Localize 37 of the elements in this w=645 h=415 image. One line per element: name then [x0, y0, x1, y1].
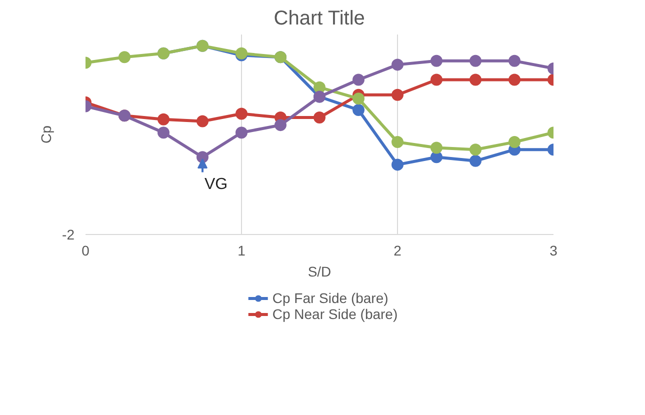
point: [392, 88, 404, 101]
point: [352, 92, 364, 105]
legend-label: Cp Far Side (bare): [272, 290, 388, 306]
point: [430, 54, 442, 67]
x-tick-label: 3: [550, 242, 558, 258]
x-tick-label: 1: [238, 242, 246, 258]
x-tick-label: 0: [82, 242, 90, 258]
x-axis-title: S/D: [308, 264, 332, 280]
point: [118, 51, 130, 64]
point: [196, 115, 208, 128]
point: [430, 142, 442, 154]
point: [158, 113, 170, 126]
point: [392, 136, 404, 148]
point: [392, 58, 404, 71]
point: [470, 74, 482, 86]
text: -2: [62, 226, 75, 242]
point: [508, 74, 520, 86]
point: [508, 54, 520, 67]
point: [430, 74, 442, 86]
point: [392, 158, 404, 171]
point: [158, 126, 170, 139]
annotation: VG: [204, 176, 228, 194]
point: [236, 108, 248, 120]
point: [314, 112, 326, 124]
point: [274, 119, 286, 132]
point: [352, 74, 364, 86]
legend-label: Cp Near Side (bare): [272, 306, 398, 322]
point: [236, 126, 248, 139]
point: [196, 151, 208, 164]
point: [470, 54, 482, 67]
y-axis-title: Cp: [38, 125, 54, 144]
chart-title: Chart Title: [274, 8, 365, 30]
point: [470, 154, 482, 167]
x-tick-label: 2: [394, 242, 402, 258]
point: [508, 136, 520, 148]
point: [470, 144, 482, 156]
point: [352, 104, 364, 116]
